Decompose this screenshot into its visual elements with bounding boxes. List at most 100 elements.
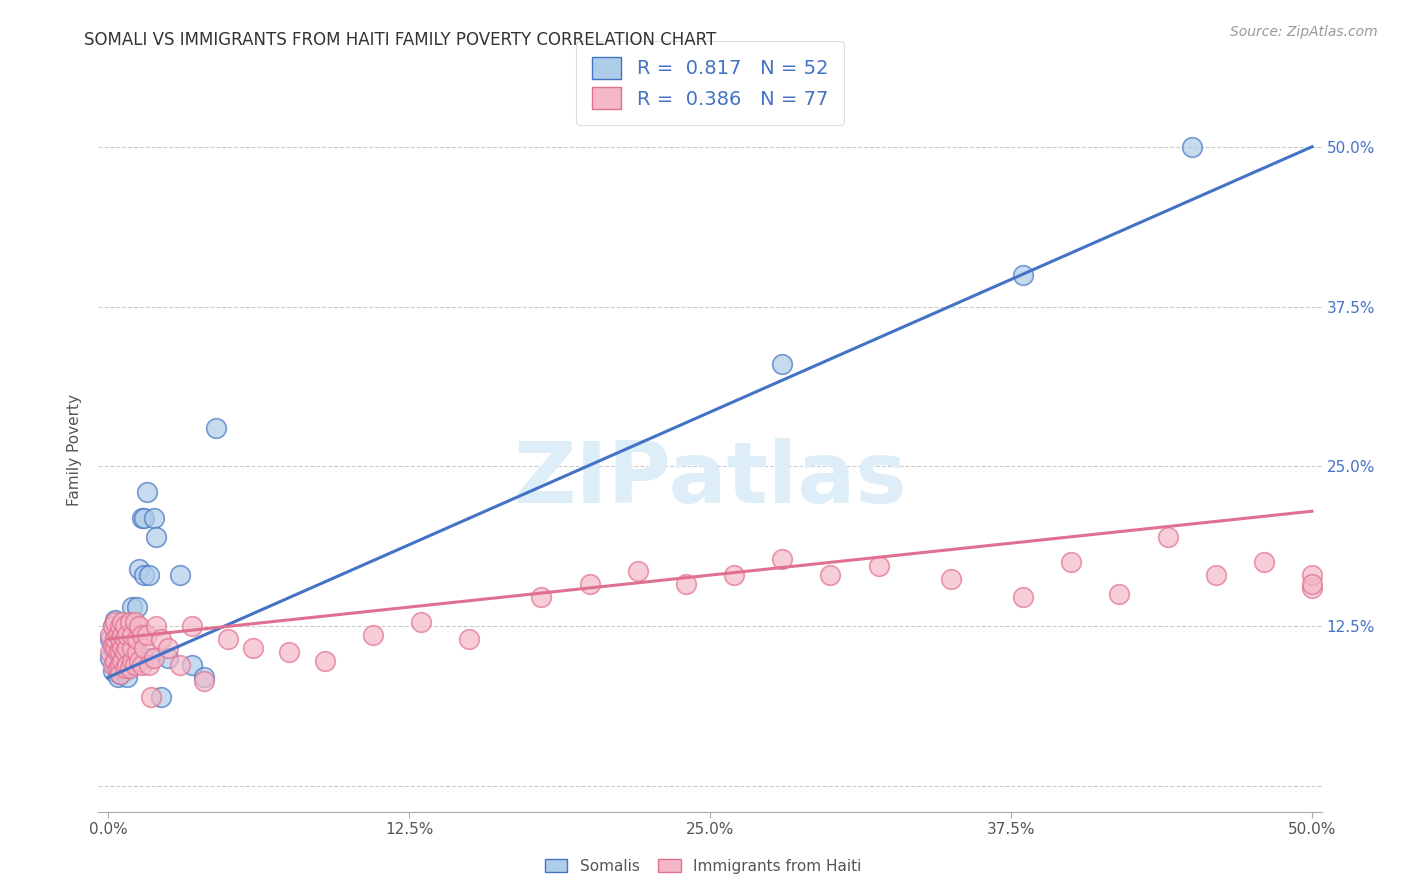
Point bbox=[117, 628, 139, 642]
Point bbox=[138, 568, 160, 582]
Point bbox=[124, 657, 146, 672]
Point bbox=[125, 645, 148, 659]
Point bbox=[100, 651, 122, 665]
Y-axis label: Family Poverty: Family Poverty bbox=[67, 394, 83, 507]
Point bbox=[121, 654, 143, 668]
Point bbox=[169, 657, 191, 672]
Point bbox=[118, 657, 141, 672]
Point bbox=[117, 657, 139, 672]
Point bbox=[242, 640, 264, 655]
Point bbox=[1181, 140, 1204, 154]
Point bbox=[124, 645, 146, 659]
Point bbox=[169, 568, 191, 582]
Point bbox=[145, 530, 167, 544]
Point bbox=[107, 625, 129, 640]
Point bbox=[141, 651, 163, 665]
Point bbox=[770, 357, 793, 371]
Point bbox=[111, 628, 134, 642]
Point bbox=[1012, 268, 1035, 282]
Point bbox=[101, 619, 124, 633]
Point bbox=[1301, 568, 1323, 582]
Point bbox=[121, 628, 143, 642]
Point bbox=[134, 510, 156, 524]
Text: ZIPatlas: ZIPatlas bbox=[513, 438, 907, 521]
Point bbox=[128, 619, 150, 633]
Point bbox=[1156, 530, 1178, 544]
Point bbox=[108, 666, 131, 681]
Point bbox=[125, 632, 148, 646]
Point bbox=[114, 632, 136, 646]
Point bbox=[157, 640, 180, 655]
Point bbox=[111, 654, 134, 668]
Point bbox=[101, 619, 124, 633]
Point bbox=[114, 619, 136, 633]
Point bbox=[107, 645, 129, 659]
Point bbox=[770, 551, 793, 566]
Point bbox=[141, 690, 163, 704]
Point bbox=[118, 619, 141, 633]
Point bbox=[100, 632, 122, 646]
Point bbox=[131, 510, 153, 524]
Point bbox=[193, 674, 215, 689]
Point bbox=[121, 640, 143, 655]
Point bbox=[107, 636, 129, 650]
Point bbox=[128, 562, 150, 576]
Point bbox=[107, 628, 129, 642]
Point bbox=[104, 640, 127, 655]
Point bbox=[118, 661, 141, 675]
Point bbox=[121, 600, 143, 615]
Point bbox=[868, 559, 890, 574]
Point bbox=[107, 645, 129, 659]
Point bbox=[108, 645, 131, 659]
Point bbox=[361, 628, 384, 642]
Point bbox=[135, 485, 157, 500]
Point bbox=[134, 568, 156, 582]
Point bbox=[530, 590, 553, 604]
Point bbox=[1253, 555, 1275, 569]
Point bbox=[104, 628, 127, 642]
Point bbox=[142, 651, 165, 665]
Point bbox=[100, 645, 122, 659]
Point bbox=[114, 661, 136, 675]
Point bbox=[124, 615, 146, 630]
Point bbox=[104, 632, 127, 646]
Point bbox=[578, 577, 600, 591]
Point bbox=[114, 645, 136, 659]
Text: Source: ZipAtlas.com: Source: ZipAtlas.com bbox=[1230, 25, 1378, 39]
Point bbox=[101, 640, 124, 655]
Point bbox=[675, 577, 697, 591]
Point bbox=[111, 640, 134, 655]
Point bbox=[117, 640, 139, 655]
Point bbox=[820, 568, 842, 582]
Point bbox=[107, 661, 129, 675]
Point bbox=[117, 628, 139, 642]
Point bbox=[107, 654, 129, 668]
Point bbox=[101, 639, 124, 653]
Point bbox=[114, 632, 136, 646]
Point bbox=[108, 632, 131, 646]
Point bbox=[111, 640, 134, 655]
Point bbox=[108, 628, 131, 642]
Point bbox=[138, 657, 160, 672]
Point bbox=[125, 600, 148, 615]
Point bbox=[101, 657, 124, 672]
Point bbox=[114, 664, 136, 678]
Point bbox=[723, 568, 745, 582]
Legend: R =  0.817   N = 52, R =  0.386   N = 77: R = 0.817 N = 52, R = 0.386 N = 77 bbox=[576, 41, 844, 125]
Point bbox=[111, 615, 134, 630]
Point bbox=[107, 670, 129, 684]
Point bbox=[142, 510, 165, 524]
Point bbox=[131, 628, 153, 642]
Point bbox=[458, 632, 481, 646]
Point bbox=[150, 632, 173, 646]
Point bbox=[108, 657, 131, 672]
Point bbox=[128, 654, 150, 668]
Point bbox=[217, 632, 239, 646]
Point bbox=[134, 640, 156, 655]
Point bbox=[104, 613, 127, 627]
Point bbox=[108, 632, 131, 646]
Point bbox=[1205, 568, 1227, 582]
Point bbox=[1301, 581, 1323, 595]
Point bbox=[409, 615, 432, 630]
Point bbox=[104, 654, 127, 668]
